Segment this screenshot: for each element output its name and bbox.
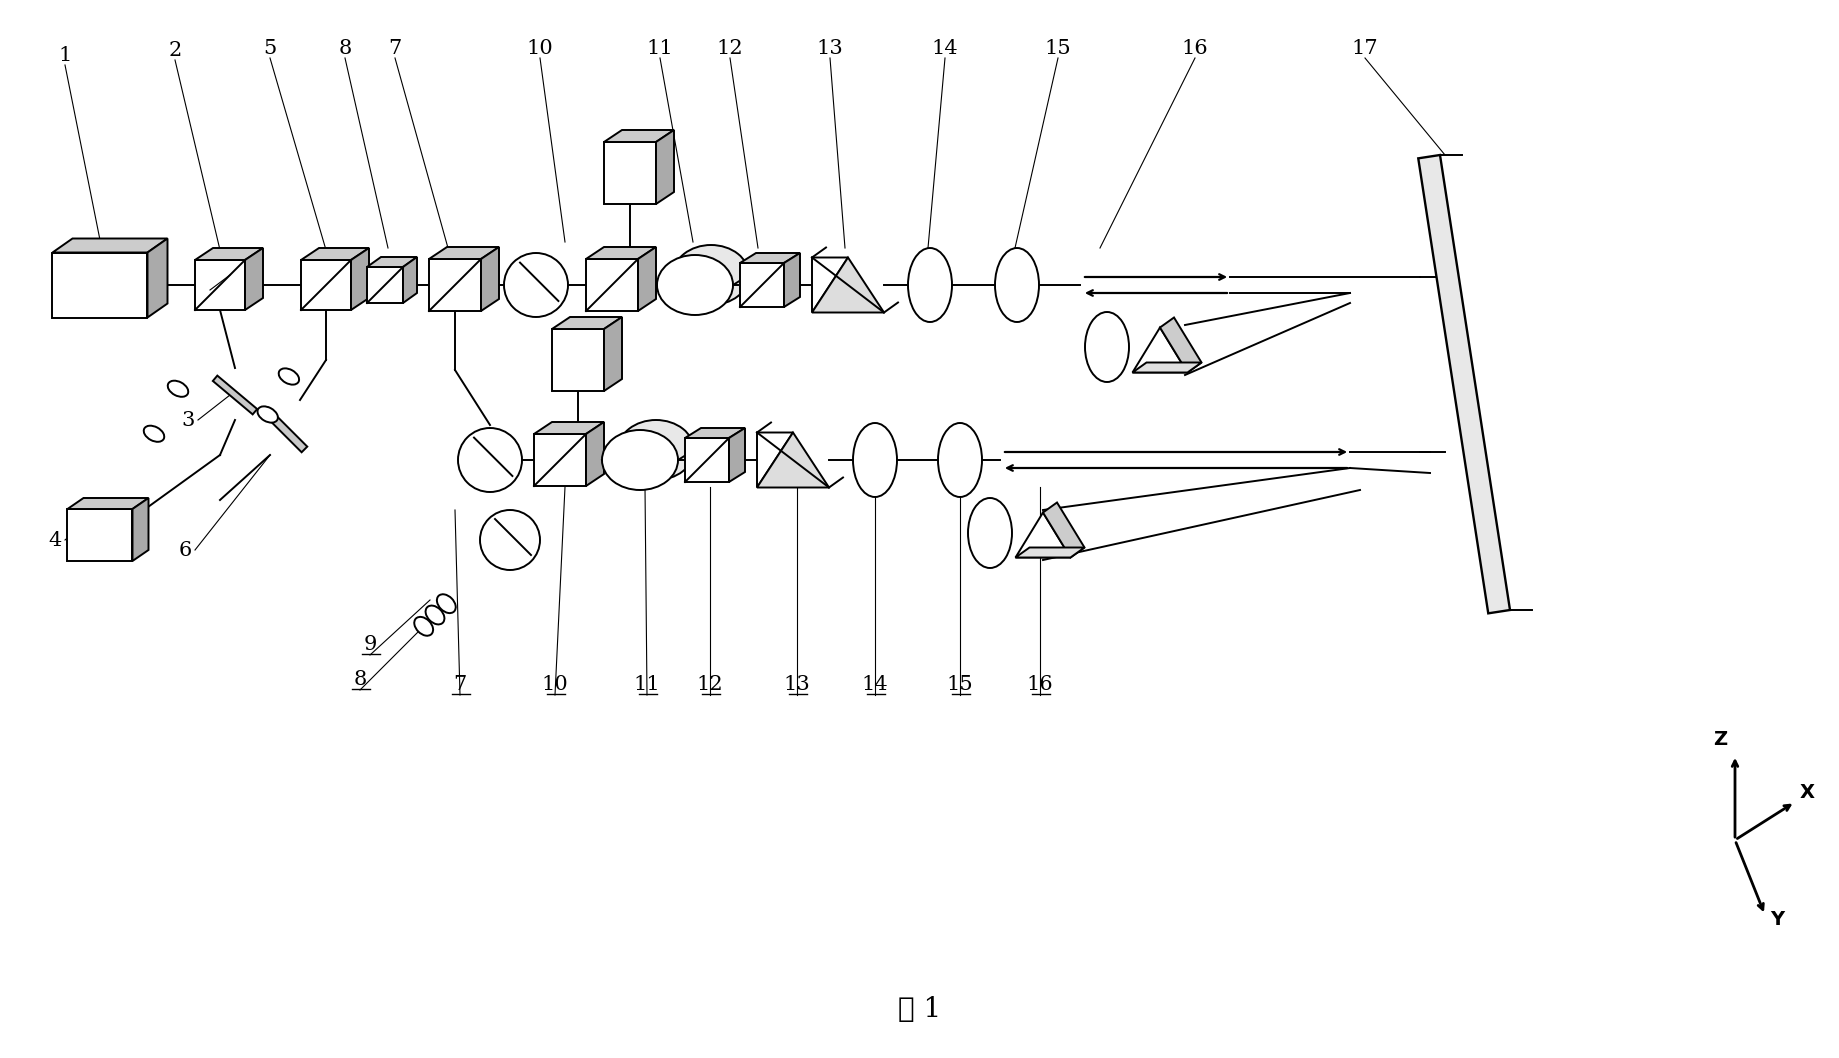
Text: 8: 8 <box>353 671 366 690</box>
Text: 16: 16 <box>1026 675 1052 694</box>
Polygon shape <box>811 257 883 312</box>
Polygon shape <box>480 247 498 311</box>
Text: 14: 14 <box>861 675 888 694</box>
Bar <box>739 263 783 307</box>
Polygon shape <box>756 433 829 488</box>
Polygon shape <box>53 238 167 253</box>
Ellipse shape <box>414 617 432 636</box>
Ellipse shape <box>967 498 1011 568</box>
Text: 17: 17 <box>1352 38 1377 57</box>
Polygon shape <box>756 433 793 488</box>
Ellipse shape <box>853 423 897 497</box>
Ellipse shape <box>257 406 278 422</box>
Polygon shape <box>366 257 417 267</box>
Text: Z: Z <box>1712 730 1727 749</box>
Polygon shape <box>403 257 417 303</box>
Ellipse shape <box>425 605 445 624</box>
Polygon shape <box>1043 503 1083 558</box>
Text: 5: 5 <box>263 38 276 57</box>
Bar <box>428 259 480 311</box>
Polygon shape <box>684 428 745 438</box>
Polygon shape <box>585 247 657 259</box>
Polygon shape <box>195 248 263 260</box>
Text: 10: 10 <box>526 38 554 57</box>
Polygon shape <box>351 248 370 310</box>
Ellipse shape <box>907 248 951 322</box>
Circle shape <box>458 428 522 492</box>
Text: 4: 4 <box>48 530 61 549</box>
Text: 10: 10 <box>541 675 568 694</box>
Text: 7: 7 <box>388 38 401 57</box>
Text: 11: 11 <box>645 38 673 57</box>
Bar <box>195 260 245 310</box>
Text: 13: 13 <box>817 38 842 57</box>
Text: 6: 6 <box>178 541 191 560</box>
Text: 13: 13 <box>783 675 809 694</box>
Polygon shape <box>1131 328 1186 372</box>
Polygon shape <box>147 238 167 317</box>
Text: 8: 8 <box>338 38 351 57</box>
Text: 11: 11 <box>633 675 660 694</box>
Bar <box>68 509 132 561</box>
Circle shape <box>504 253 568 317</box>
Text: 16: 16 <box>1181 38 1208 57</box>
Bar <box>603 142 657 204</box>
Polygon shape <box>533 422 603 434</box>
Ellipse shape <box>938 423 982 497</box>
Polygon shape <box>638 247 657 311</box>
Bar <box>684 438 728 482</box>
Polygon shape <box>213 376 257 415</box>
Polygon shape <box>657 130 673 204</box>
Polygon shape <box>1159 317 1201 372</box>
Polygon shape <box>739 253 800 263</box>
Ellipse shape <box>657 255 732 315</box>
Polygon shape <box>728 428 745 482</box>
Text: 1: 1 <box>59 45 72 65</box>
Bar <box>302 260 351 310</box>
Polygon shape <box>603 317 622 391</box>
Text: 12: 12 <box>697 675 723 694</box>
Ellipse shape <box>143 425 164 442</box>
Text: 3: 3 <box>182 411 195 430</box>
Polygon shape <box>1418 156 1510 614</box>
Text: 7: 7 <box>452 675 467 694</box>
Text: 14: 14 <box>931 38 958 57</box>
Circle shape <box>480 510 539 570</box>
Text: 15: 15 <box>1045 38 1070 57</box>
Bar <box>533 434 585 486</box>
Polygon shape <box>1131 363 1201 372</box>
Bar <box>552 329 603 391</box>
Polygon shape <box>132 498 149 561</box>
Polygon shape <box>783 253 800 307</box>
Polygon shape <box>245 248 263 310</box>
Polygon shape <box>585 422 603 486</box>
Polygon shape <box>1015 512 1070 558</box>
Text: X: X <box>1799 783 1813 802</box>
Ellipse shape <box>995 248 1039 322</box>
Text: 2: 2 <box>169 40 182 59</box>
Ellipse shape <box>167 381 188 397</box>
Ellipse shape <box>1085 312 1129 382</box>
Polygon shape <box>603 130 673 142</box>
Ellipse shape <box>278 368 300 385</box>
Ellipse shape <box>436 595 456 613</box>
Text: 15: 15 <box>947 675 973 694</box>
Polygon shape <box>302 248 370 260</box>
Polygon shape <box>811 257 848 312</box>
Bar <box>585 259 638 311</box>
Polygon shape <box>68 498 149 509</box>
Bar <box>53 253 147 317</box>
Ellipse shape <box>673 245 748 305</box>
Bar <box>366 267 403 303</box>
Ellipse shape <box>618 420 693 480</box>
Polygon shape <box>1015 547 1083 558</box>
Polygon shape <box>428 247 498 259</box>
Polygon shape <box>552 317 622 329</box>
Polygon shape <box>263 407 307 452</box>
Ellipse shape <box>601 430 677 490</box>
Text: Y: Y <box>1769 910 1784 929</box>
Text: 图 1: 图 1 <box>897 997 942 1023</box>
Text: 12: 12 <box>717 38 743 57</box>
Text: 9: 9 <box>362 636 377 655</box>
